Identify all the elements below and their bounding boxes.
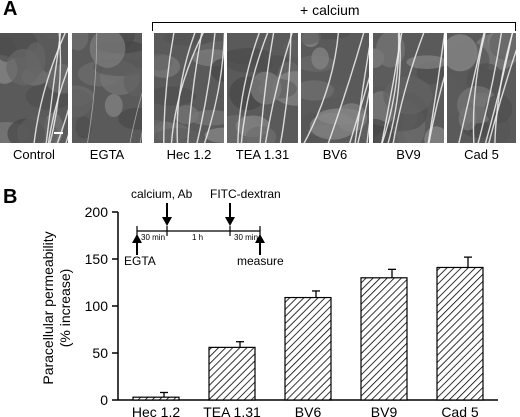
micrograph-texture xyxy=(447,33,516,143)
timeline-bottom-label-1: EGTA xyxy=(124,254,156,268)
micrograph-egta xyxy=(72,33,142,143)
y-tick-label: 100 xyxy=(85,298,109,314)
panel-a-letter: A xyxy=(3,0,18,20)
micrograph-tea-1-31 xyxy=(227,33,298,143)
bar xyxy=(360,277,408,401)
micrograph-texture xyxy=(373,33,444,143)
timeline-interval-2: 1 h xyxy=(192,233,203,242)
timeline-interval-3: 30 min xyxy=(234,233,258,242)
arrow-down-icon xyxy=(162,217,172,226)
micrograph-texture xyxy=(227,33,298,143)
x-tick-labels: Hec 1.2 TEA 1.31 BV6 BV9 Cad 5 xyxy=(132,404,479,417)
y-tick-label: 200 xyxy=(85,204,109,220)
bar xyxy=(284,296,332,401)
y-tick-label: 150 xyxy=(85,251,109,267)
panel-b-letter: B xyxy=(3,186,18,208)
timeline-top-label-2: FITC-dextran xyxy=(210,187,281,201)
bar-group xyxy=(132,256,484,401)
micrograph-label-hec-1-2: Hec 1.2 xyxy=(166,147,212,162)
scale-bar xyxy=(54,132,63,134)
micrograph-label-egta: EGTA xyxy=(89,147,125,162)
arrow-down-icon xyxy=(225,217,235,226)
y-tick-label: 0 xyxy=(100,392,108,408)
micrograph-label-bv6: BV6 xyxy=(322,147,348,162)
x-tick-label: Cad 5 xyxy=(441,404,479,417)
timeline-interval-1: 30 min xyxy=(141,233,165,242)
y-axis-label-line2: (% increase) xyxy=(57,269,73,348)
timeline-top-label-1: calcium, Ab xyxy=(131,187,193,201)
arrow-up-icon xyxy=(255,234,265,243)
arrow-up-icon xyxy=(132,234,142,243)
y-tick-label: 50 xyxy=(92,345,108,361)
bar xyxy=(132,396,180,401)
x-tick-label: TEA 1.31 xyxy=(203,404,261,417)
micrograph-texture xyxy=(154,33,224,143)
micrograph-bv6 xyxy=(301,33,369,143)
x-tick-label: BV6 xyxy=(295,404,322,417)
micrograph-texture xyxy=(301,33,369,143)
micrograph-label-bv9: BV9 xyxy=(396,147,421,162)
micrograph-label-cad-5: Cad 5 xyxy=(464,147,499,162)
x-tick-label: BV9 xyxy=(371,404,398,417)
bar xyxy=(208,346,256,401)
x-tick-label: Hec 1.2 xyxy=(132,404,180,417)
timeline-bottom-label-2: measure xyxy=(237,254,284,268)
micrograph-cad-5 xyxy=(447,33,516,143)
micrograph-hec-1-2 xyxy=(154,33,224,143)
micrograph-texture xyxy=(0,33,68,143)
protocol-timeline: calcium, Ab FITC-dextran 30 min 1 h 30 m… xyxy=(124,187,284,268)
micrograph-label-tea-1-31: TEA 1.31 xyxy=(235,147,290,162)
calcium-bracket xyxy=(152,22,516,31)
permeability-bar-chart: Paracellular permeability (% increase) 0… xyxy=(40,187,498,417)
micrograph-bv9 xyxy=(373,33,444,143)
micrograph-texture xyxy=(72,33,142,143)
micrograph-control xyxy=(0,33,68,143)
chart-axes: 0 50 100 150 200 xyxy=(85,204,498,408)
calcium-bracket-label: + calcium xyxy=(300,2,360,18)
y-axis-label-line1: Paracellular permeability xyxy=(40,231,56,384)
micrograph-label-control: Control xyxy=(13,147,55,162)
bar xyxy=(436,266,484,401)
